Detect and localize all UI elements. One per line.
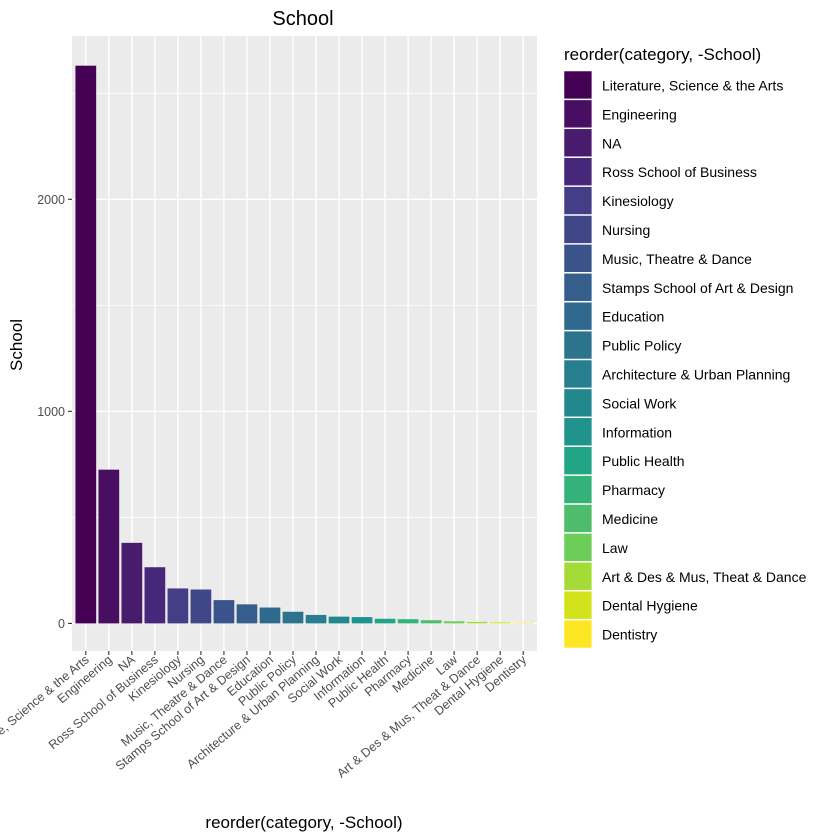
legend-key-education — [563, 301, 593, 331]
legend-label-pharmacy: Pharmacy — [602, 482, 665, 498]
y-tick-label: 2000 — [37, 193, 65, 207]
legend-label-music-theatre-dance: Music, Theatre & Dance — [602, 251, 752, 267]
bar-dental-hygiene — [489, 622, 511, 624]
bar-kinesiology — [167, 588, 189, 624]
bars — [75, 65, 534, 624]
y-axis: 0 1000 2000 — [37, 193, 72, 631]
legend-key-music-theatre-dance — [563, 244, 593, 273]
x-tick-label-literature-science-the-arts: Literature, Science & the Arts — [0, 653, 92, 768]
legend-key-architecture-urban-planning — [563, 359, 593, 389]
bar-dentistry — [512, 622, 534, 624]
bar-art-des-mus-theat-dance — [466, 621, 488, 624]
bar-stamps-school-of-art-design — [236, 604, 258, 624]
legend: reorder(category, -School) Literature, S… — [563, 45, 807, 649]
y-tick-label: 0 — [58, 617, 65, 631]
bar-literature-science-the-arts — [75, 65, 97, 624]
bar-pharmacy — [397, 619, 419, 624]
legend-label-dentistry: Dentistry — [602, 627, 657, 643]
legend-label-stamps-school-of-art-design: Stamps School of Art & Design — [602, 280, 793, 296]
legend-items: Literature, Science & the Arts Engineerin… — [563, 70, 807, 649]
legend-key-dentistry — [563, 619, 593, 649]
bar-information — [351, 617, 373, 624]
legend-key-engineering — [563, 99, 593, 129]
legend-label-dental-hygiene: Dental Hygiene — [602, 598, 698, 614]
bar-social-work — [328, 616, 350, 624]
bar-engineering — [98, 469, 120, 624]
bar-education — [259, 607, 281, 624]
legend-label-na: NA — [602, 135, 622, 151]
x-axis-title: reorder(category, -School) — [205, 813, 402, 832]
bar-public-policy — [282, 611, 304, 624]
legend-key-information — [563, 417, 593, 446]
chart-title: School — [272, 8, 333, 30]
legend-key-law — [563, 533, 593, 562]
legend-label-architecture-urban-planning: Architecture & Urban Planning — [602, 366, 790, 382]
bar-law — [443, 621, 465, 624]
legend-label-law: Law — [602, 540, 629, 556]
y-tick-label: 1000 — [37, 405, 65, 419]
legend-key-public-health — [563, 446, 593, 475]
y-axis-title: School — [7, 319, 26, 371]
legend-label-literature-science-the-arts: Literature, Science & the Arts — [602, 77, 783, 93]
grid-minor — [72, 92, 537, 518]
legend-key-art-des-mus-theat-dance — [563, 562, 593, 591]
legend-label-nursing: Nursing — [602, 222, 650, 238]
legend-label-engineering: Engineering — [602, 106, 677, 122]
legend-label-social-work: Social Work — [602, 395, 677, 411]
legend-label-art-des-mus-theat-dance: Art & Des & Mus, Theat & Dance — [602, 569, 807, 585]
legend-key-ross-school-of-business — [563, 157, 593, 186]
legend-label-ross-school-of-business: Ross School of Business — [602, 164, 757, 180]
bar-medicine — [420, 620, 442, 624]
legend-key-nursing — [563, 215, 593, 244]
legend-label-kinesiology: Kinesiology — [602, 193, 674, 209]
legend-label-information: Information — [602, 424, 672, 440]
legend-key-literature-science-the-arts — [563, 70, 593, 100]
legend-key-stamps-school-of-art-design — [563, 273, 593, 302]
legend-key-kinesiology — [563, 186, 593, 215]
legend-key-public-policy — [563, 330, 593, 360]
grid-major — [72, 36, 537, 651]
bar-public-health — [374, 618, 396, 624]
legend-title: reorder(category, -School) — [564, 45, 761, 64]
legend-label-medicine: Medicine — [602, 511, 658, 527]
bar-music-theatre-dance — [213, 600, 235, 624]
legend-key-pharmacy — [563, 475, 593, 504]
legend-label-public-health: Public Health — [602, 453, 685, 469]
bar-architecture-urban-planning — [305, 614, 327, 624]
x-axis: Literature, Science & the ArtsEngineerin… — [0, 651, 530, 781]
bar-ross-school-of-business — [144, 567, 166, 624]
plot-panel — [72, 36, 537, 651]
legend-label-public-policy: Public Policy — [602, 338, 681, 354]
legend-key-na — [563, 128, 593, 157]
legend-key-dental-hygiene — [563, 590, 593, 620]
legend-label-education: Education — [602, 309, 664, 325]
legend-key-social-work — [563, 388, 593, 418]
bar-nursing — [190, 589, 212, 624]
legend-key-medicine — [563, 504, 593, 533]
bar-na — [121, 542, 143, 624]
